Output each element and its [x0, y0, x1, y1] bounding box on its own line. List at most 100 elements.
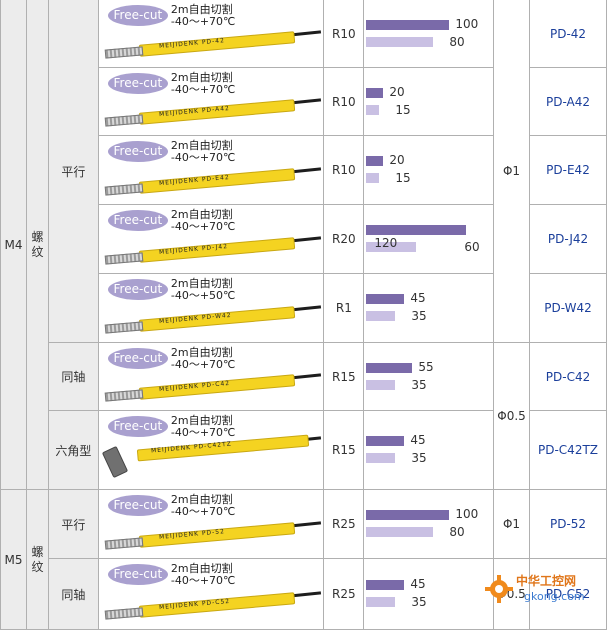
spec-line-2: -40～+70℃	[170, 82, 236, 96]
radius-cell: R10	[323, 135, 365, 205]
model-cell: PD-E42	[529, 135, 607, 205]
model-link[interactable]: PD-A42	[546, 94, 591, 109]
free-cut-logo: Free-cut	[107, 347, 168, 369]
spec-line-1: 2m自由切割	[170, 413, 233, 427]
bar-dark	[366, 510, 450, 520]
bar-light-value: 15	[395, 103, 411, 117]
free-cut-logo: Free-cut	[107, 140, 168, 162]
product-image-cell: Free-cut 2m自由切割 -40～+70℃ MEIJIDENK PD-E42	[97, 135, 325, 205]
spec-line-2: -40～+70℃	[170, 504, 236, 518]
bar-light-value: 15	[395, 171, 411, 185]
model-link[interactable]: PD-W42	[544, 301, 592, 315]
product-image-cell: Free-cut 2m自由切割 -40～+50℃ MEIJIDENK PD-W42	[97, 273, 325, 343]
product-image-cell: Free-cut 2m自由切割 -40～+70℃ MEIJIDENK PD-42	[97, 0, 325, 68]
model-cell: PD-52	[529, 489, 607, 559]
product-image-cell: Free-cut 2m自由切割 -40～+70℃ MEIJIDENK PD-C42TZ	[97, 410, 325, 490]
spec-line-1: 2m自由切割	[170, 561, 233, 575]
spec-line-2: -40～+70℃	[170, 425, 236, 439]
radius-cell: R25	[323, 558, 365, 630]
threaded-head	[104, 606, 144, 620]
radius-cell: R25	[323, 489, 365, 559]
model-link[interactable]: PD-C52	[545, 587, 591, 601]
bar-dark-value: 100	[455, 17, 479, 31]
thread-label: 螺纹	[31, 229, 44, 259]
bar-cell: 120 60	[363, 204, 495, 274]
group-label: 平行	[61, 517, 86, 532]
threaded-head	[104, 45, 144, 59]
spec-line-1: 2m自由切割	[170, 138, 233, 152]
diameter-value: Φ1	[502, 164, 521, 178]
radius-cell: R10	[323, 67, 365, 136]
diameter-phi1-cell: Φ1	[493, 0, 531, 343]
bar-cell: 45 35	[363, 410, 495, 490]
bar-dark-value: 100	[455, 507, 479, 521]
threaded-head	[104, 536, 144, 550]
model-cell: PD-J42	[529, 204, 607, 274]
radius-value: R15	[332, 443, 356, 457]
spec-line-2: -40～+70℃	[170, 14, 236, 28]
model-link[interactable]: PD-42	[549, 26, 587, 41]
product-image-cell: Free-cut 2m自由切割 -40～+70℃ MEIJIDENK PD-A42	[97, 67, 325, 136]
size-m4-cell: M4	[0, 0, 27, 490]
radius-value: R20	[332, 232, 356, 246]
radius-value: R25	[332, 587, 356, 601]
bar-dark-value: 20	[389, 85, 405, 99]
bar-dark-value: 45	[410, 577, 426, 591]
product-image-cell: Free-cut 2m自由切割 -40～+70℃ MEIJIDENK PD-J42	[97, 204, 325, 274]
radius-cell: R15	[323, 410, 365, 490]
bar-dark	[366, 363, 413, 373]
size-label: M4	[4, 237, 23, 252]
bar-light	[366, 597, 396, 607]
model-link[interactable]: PD-E42	[546, 163, 590, 177]
bar-dark	[366, 88, 384, 98]
thread-label: 螺纹	[31, 544, 44, 574]
model-link[interactable]: PD-J42	[547, 232, 589, 246]
bar-light-value: 80	[449, 35, 465, 49]
radius-cell: R20	[323, 204, 365, 274]
threaded-head	[104, 251, 144, 265]
spec-line-2: -40～+70℃	[170, 357, 236, 371]
free-cut-logo: Free-cut	[107, 209, 168, 231]
bar-dark	[366, 294, 405, 304]
threaded-head	[104, 113, 144, 127]
watermark-title: 中华工控网	[516, 574, 577, 588]
spec-line-2: -40～+70℃	[170, 150, 236, 164]
group-label: 同轴	[61, 587, 86, 602]
bar-dark-value: 45	[410, 291, 426, 305]
bar-dark	[366, 225, 467, 235]
group-label: 六角型	[55, 443, 92, 458]
spec-line-1: 2m自由切割	[170, 207, 233, 221]
threaded-head	[104, 182, 144, 196]
free-cut-logo: Free-cut	[107, 4, 168, 26]
free-cut-logo: Free-cut	[107, 415, 168, 437]
spec-line-2: -40～+50℃	[170, 288, 236, 302]
group-hex-cell: 六角型	[47, 410, 99, 490]
bar-light	[366, 527, 434, 537]
radius-value: R10	[332, 26, 356, 41]
bar-dark	[366, 436, 405, 446]
bar-cell: 100 80	[363, 0, 495, 68]
product-image-cell: Free-cut 2m自由切割 -40～+70℃ MEIJIDENK PD-C42	[97, 342, 325, 411]
bar-light-value: 80	[449, 525, 465, 539]
gear-icon	[485, 575, 513, 603]
radius-value: R1	[335, 301, 352, 315]
bar-light	[366, 453, 396, 463]
bar-light	[366, 311, 396, 321]
thread-m5-cell: 螺纹	[25, 489, 49, 630]
model-cell: PD-W42	[529, 273, 607, 343]
threaded-head	[104, 320, 144, 334]
bar-light-value: 60	[464, 240, 480, 254]
size-m5-cell: M5	[0, 489, 27, 630]
bar-light	[366, 380, 396, 390]
model-link[interactable]: PD-C42	[545, 369, 591, 384]
model-link[interactable]: PD-C42TZ	[538, 443, 599, 457]
spec-line-1: 2m自由切割	[170, 2, 233, 16]
bar-dark-value: 20	[389, 153, 405, 167]
bar-light-value: 35	[411, 309, 427, 323]
bar-dark	[366, 156, 384, 166]
group-coaxial-cell: 同轴	[47, 342, 99, 411]
model-link[interactable]: PD-52	[549, 517, 587, 531]
radius-cell: R15	[323, 342, 365, 411]
spec-line-2: -40～+70℃	[170, 573, 236, 587]
